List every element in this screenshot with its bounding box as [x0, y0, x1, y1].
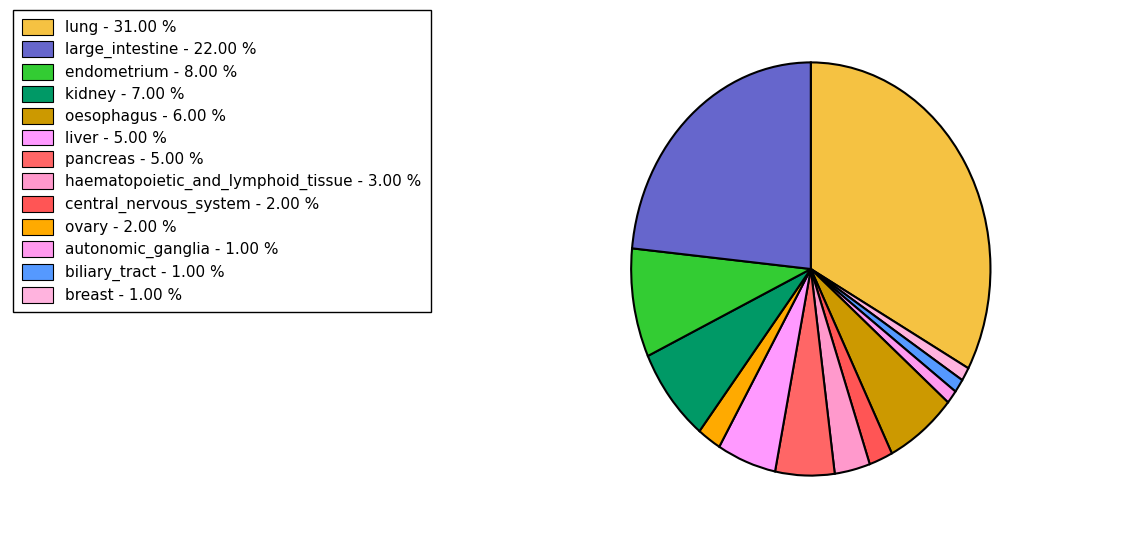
Wedge shape — [811, 269, 968, 380]
Legend: lung - 31.00 %, large_intestine - 22.00 %, endometrium - 8.00 %, kidney - 7.00 %: lung - 31.00 %, large_intestine - 22.00 … — [14, 10, 431, 312]
Wedge shape — [719, 269, 811, 471]
Wedge shape — [811, 62, 990, 369]
Wedge shape — [700, 269, 811, 447]
Wedge shape — [811, 269, 963, 392]
Wedge shape — [775, 269, 835, 476]
Wedge shape — [632, 62, 811, 269]
Wedge shape — [648, 269, 811, 431]
Wedge shape — [811, 269, 891, 464]
Wedge shape — [811, 269, 956, 402]
Wedge shape — [811, 269, 948, 454]
Wedge shape — [811, 269, 870, 474]
Wedge shape — [632, 249, 811, 356]
